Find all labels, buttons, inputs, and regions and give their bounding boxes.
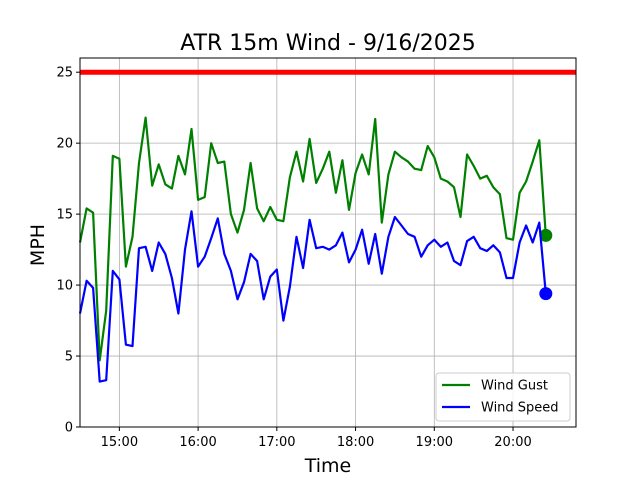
wind-gust-legend-label: Wind Gust [481,379,548,394]
y-tick-label: 25 [56,66,73,81]
y-tick-label: 5 [65,350,73,365]
plot-area [78,69,576,383]
wind-speed-line [78,210,547,383]
y-tick-label: 0 [65,421,73,436]
y-tick-label: 15 [56,208,73,223]
x-tick-label: 19:00 [416,435,453,450]
x-tick-label: 18:00 [337,435,374,450]
y-tick-label: 10 [56,279,73,294]
x-tick-label: 17:00 [258,435,295,450]
wind-gust-line [78,116,547,362]
chart-title: ATR 15m Wind - 9/16/2025 [180,31,476,56]
x-tick-label: 16:00 [179,435,216,450]
x-axis-label: Time [304,455,352,477]
x-tick-label: 15:00 [101,435,138,450]
plot-frame [79,57,577,428]
axis-ticks: 0 5 10 15 20 25 15:00 16:00 17:00 18:00 19:00 20:00 [56,66,531,450]
grid-lines [80,58,576,428]
x-tick-label: 20:00 [494,435,531,450]
wind-speed-last-point [539,287,553,301]
y-axis-label: MPH [27,224,49,266]
wind-gust-last-point [539,228,553,242]
wind-speed-legend-label: Wind Speed [481,401,559,416]
legend: Wind Gust Wind Speed [435,372,571,422]
y-tick-label: 20 [56,137,73,152]
